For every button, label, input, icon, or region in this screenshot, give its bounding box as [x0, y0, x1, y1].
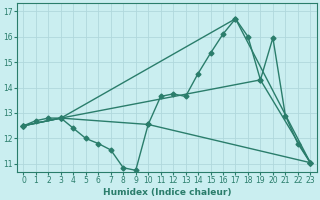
X-axis label: Humidex (Indice chaleur): Humidex (Indice chaleur)	[103, 188, 231, 197]
